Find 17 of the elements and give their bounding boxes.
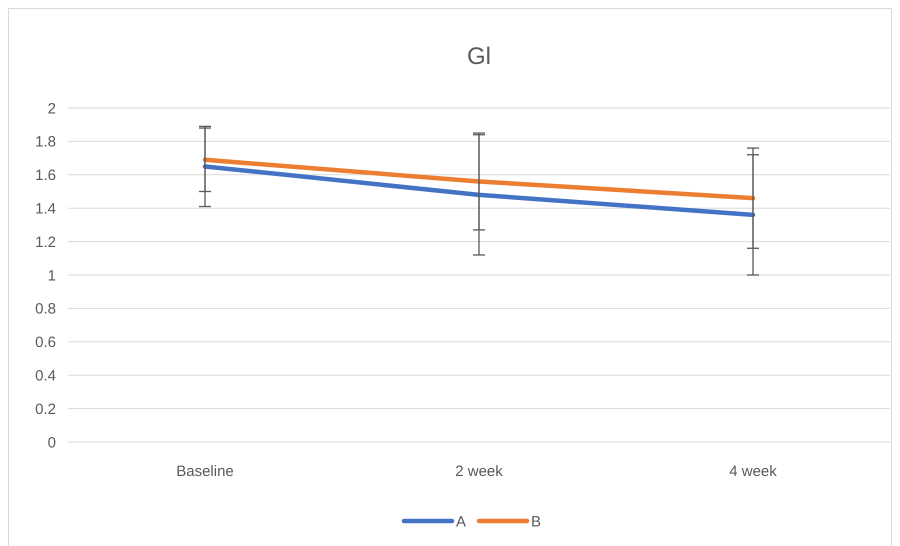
x-tick-label: 4 week (729, 463, 778, 480)
y-tick-label: 1 (48, 267, 56, 284)
y-tick-label: 0 (48, 434, 56, 452)
y-tick-label: 0.2 (35, 400, 56, 418)
legend-label: B (531, 513, 542, 530)
x-tick-label: 2 week (455, 463, 504, 480)
legend-label: A (456, 513, 466, 530)
y-tick-label: 1.8 (35, 134, 56, 151)
chart-title: Gl (467, 43, 491, 70)
y-tick-label: 0.8 (35, 300, 56, 318)
y-tick-label: 1.2 (35, 234, 56, 251)
y-tick-label: 1.4 (35, 200, 56, 218)
y-tick-label: 1.6 (35, 167, 56, 184)
x-tick-label: Baseline (176, 463, 234, 480)
y-tick-label: 0.6 (35, 334, 56, 352)
y-tick-label: 0.4 (35, 367, 56, 384)
y-tick-label: 2 (48, 100, 56, 118)
